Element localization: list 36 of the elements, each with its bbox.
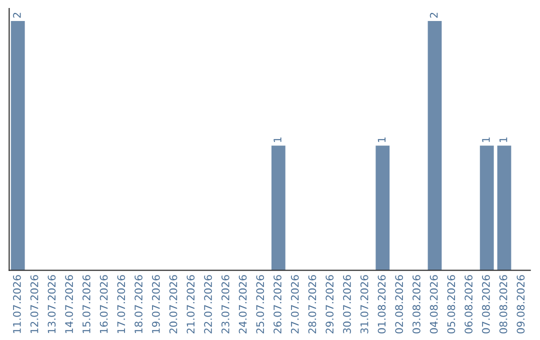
x-tick-label: 20.07.2026 — [169, 275, 178, 334]
x-tick-label: 07.08.2026 — [482, 275, 490, 334]
x-tick-label: 23.07.2026 — [221, 275, 230, 334]
x-tick-label: 31.07.2026 — [360, 275, 368, 334]
x-tick-label: 18.07.2026 — [134, 275, 142, 333]
data-label: 1 — [274, 137, 282, 142]
data-label: 1 — [482, 137, 490, 142]
x-tick-label: 21.07.2026 — [186, 275, 195, 334]
x-tick-label: 11.07.2026 — [13, 275, 21, 333]
x-tick-label: 03.08.2026 — [412, 275, 420, 334]
x-tick-label: 15.07.2026 — [82, 275, 90, 333]
x-tick-label: 04.08.2026 — [430, 275, 438, 334]
x-tick-label: 14.07.2026 — [65, 275, 73, 333]
x-tick-label: 26.07.2026 — [274, 275, 282, 334]
x-tick-label: 16.07.2026 — [100, 275, 108, 333]
x-tick-label: 17.07.2026 — [117, 275, 126, 333]
data-label: 2 — [13, 12, 21, 18]
x-tick-label: 02.08.2026 — [395, 275, 404, 334]
x-tick-label: 27.07.2026 — [290, 275, 299, 334]
data-label: 1 — [500, 137, 508, 142]
x-tick-label: 19.07.2026 — [152, 275, 160, 333]
x-tick-label: 25.07.2026 — [256, 275, 264, 334]
x-tick-label: 09.08.2026 — [516, 275, 525, 334]
x-tick-label: 05.08.2026 — [447, 275, 456, 334]
x-tick-label: 08.08.2026 — [499, 275, 508, 334]
x-tick-label: 24.07.2026 — [238, 275, 247, 334]
data-label: 2 — [430, 12, 438, 18]
x-tick-label: 29.07.2026 — [326, 275, 334, 334]
data-label: 1 — [378, 137, 386, 142]
x-tick-label: 22.07.2026 — [204, 275, 212, 334]
x-tick-label: 28.07.2026 — [308, 275, 316, 334]
x-tick-label: 12.07.2026 — [30, 275, 38, 333]
x-tick-label: 06.08.2026 — [464, 275, 473, 334]
x-tick-label: 13.07.2026 — [48, 275, 56, 333]
x-tick-label: 01.08.2026 — [378, 275, 386, 334]
x-tick-label: 30.07.2026 — [343, 275, 351, 334]
